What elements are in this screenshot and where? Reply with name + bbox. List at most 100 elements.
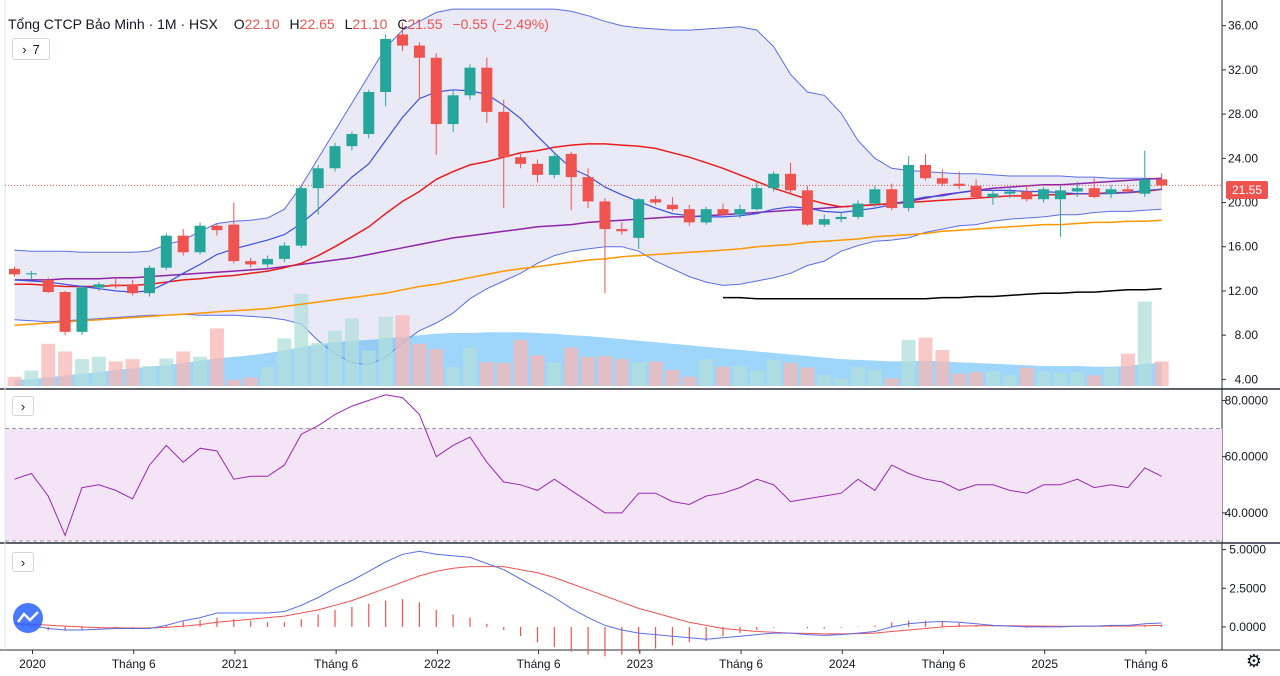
volume-bar [800, 367, 815, 386]
rsi-tick-label: 60.0000 [1225, 450, 1269, 464]
volume-bar [952, 373, 967, 386]
volume-bar [277, 338, 292, 386]
candle-body [1071, 188, 1083, 192]
candle-body [835, 216, 847, 220]
open-label: O [233, 16, 245, 32]
candle-body [76, 287, 88, 332]
volume-bar [429, 349, 444, 386]
bollinger-lower-line [14, 208, 1162, 366]
volume-bar [1019, 367, 1034, 386]
candle-body [329, 146, 341, 169]
candle-body [413, 45, 425, 58]
candle-body [1156, 179, 1168, 186]
price-tick-label: 12.00 [1228, 284, 1258, 298]
candle-body [683, 209, 695, 223]
bollinger-upper-line [14, 8, 1162, 253]
volume-bar [699, 359, 714, 386]
rsi-tick-label: 80.0000 [1225, 393, 1269, 407]
volume-bar [682, 376, 697, 386]
volume-bar [564, 347, 579, 386]
volume-bar [581, 356, 596, 386]
chevron-right-icon: › [20, 398, 26, 414]
candle-body [1021, 191, 1033, 200]
volume-bar [311, 342, 326, 386]
close-value: 21.55 [407, 16, 443, 32]
low-label: L [344, 16, 353, 32]
volume-bar [361, 350, 376, 386]
chevron-right-icon: › [20, 554, 26, 570]
volume-bar [209, 328, 224, 386]
volume-bar [513, 339, 528, 386]
macd-toggle-button[interactable]: › [12, 552, 34, 572]
indicators-count: 7 [32, 41, 40, 57]
candle-body [160, 235, 172, 268]
volume-bar [614, 359, 629, 386]
candle-body [59, 292, 71, 332]
candle-body [1038, 189, 1050, 200]
volume-bar [260, 366, 275, 386]
settings-gear-icon[interactable]: ⚙ [1245, 651, 1262, 671]
volume-bar [344, 318, 359, 386]
volume-bar [1120, 353, 1135, 386]
chart-legend-header: Tổng CTCP Bảo Minh · 1M · HSX O22.10 H22… [8, 16, 549, 32]
candle-body [852, 203, 864, 217]
rsi-line [14, 394, 1162, 537]
black-trend-line [723, 287, 1162, 300]
candle-body [363, 92, 375, 134]
volume-bar [985, 371, 1000, 386]
time-axis-label: 2023 [626, 657, 653, 671]
time-axis-label: 2022 [424, 657, 451, 671]
volume-bar [294, 293, 309, 386]
indicators-toggle-button[interactable]: › 7 [12, 38, 50, 60]
volume-bar [1087, 375, 1102, 386]
macd-tick-label: 5.0000 [1229, 543, 1266, 557]
volume-bar [1154, 361, 1169, 386]
candle-body [110, 284, 122, 287]
candle-body [666, 204, 678, 210]
candle-body [717, 209, 729, 215]
volume-bar [1070, 372, 1085, 386]
volume-bar [817, 375, 832, 386]
volume-bar [665, 369, 680, 386]
candle-body [515, 157, 527, 164]
volume-bar [58, 351, 73, 386]
candle-body [9, 268, 20, 275]
logo-wave [17, 611, 39, 623]
candle-body [700, 209, 712, 223]
macd-signal-line [14, 566, 1162, 635]
volume-bar [851, 366, 865, 386]
price-tick-label: 16.00 [1228, 240, 1258, 254]
time-axis-label: Tháng 6 [112, 657, 156, 671]
volume-bar [193, 356, 208, 386]
change-value: −0.55 (−2.49%) [452, 16, 549, 32]
time-axis-label: Tháng 6 [314, 657, 358, 671]
candle-body [970, 185, 982, 197]
candle-body [177, 235, 189, 253]
volume-bar [935, 349, 950, 386]
chevron-right-icon: › [22, 41, 27, 57]
candle-body [262, 258, 274, 265]
volume-bar [142, 366, 157, 386]
volume-bar [918, 337, 933, 386]
volume-bar [1036, 371, 1051, 386]
volume-bar [530, 355, 545, 386]
candle-body [1139, 179, 1151, 194]
ma-red-line [14, 143, 1162, 288]
candle-body [785, 173, 797, 191]
volume-bar [783, 362, 798, 386]
candle-body [734, 209, 746, 215]
macd-tick-label: 0.0000 [1229, 620, 1266, 634]
open-value: 22.10 [244, 16, 280, 32]
candle-body [548, 156, 560, 175]
candle-body [768, 173, 780, 189]
volume-bar [328, 330, 343, 386]
candle-body [430, 57, 442, 125]
price-tick-label: 24.00 [1228, 151, 1258, 165]
candle-body [93, 284, 105, 288]
volume-bar [1053, 372, 1068, 386]
rsi-toggle-button[interactable]: › [12, 396, 34, 416]
volume-bar [547, 362, 562, 386]
symbol-title: Tổng CTCP Bảo Minh · 1M · HSX [8, 16, 218, 32]
volume-bar [631, 362, 646, 386]
